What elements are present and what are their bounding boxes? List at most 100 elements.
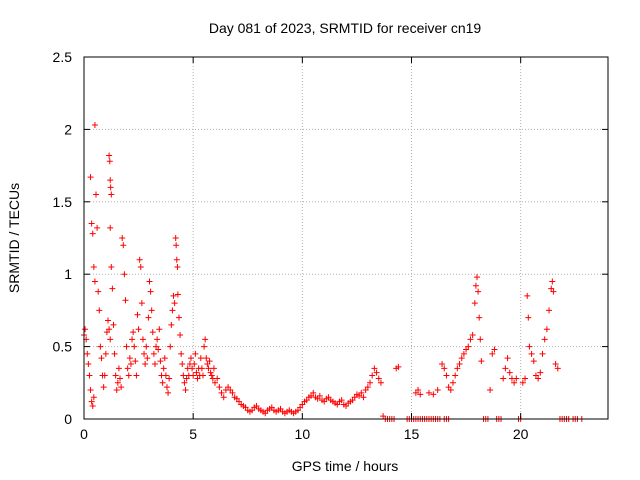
data-point <box>162 372 169 379</box>
data-point <box>443 372 450 379</box>
data-point <box>155 346 162 353</box>
data-point <box>172 235 179 241</box>
data-point <box>506 369 513 376</box>
data-point <box>491 346 498 353</box>
data-point <box>205 365 212 372</box>
data-point <box>87 174 94 181</box>
data-point <box>373 369 380 376</box>
y-tick-label: 2.5 <box>53 49 73 65</box>
data-point <box>377 379 384 386</box>
data-point <box>214 375 221 382</box>
data-point <box>177 332 184 339</box>
data-point <box>212 379 218 386</box>
points-layer <box>81 122 585 422</box>
data-point <box>471 300 478 307</box>
data-point <box>159 379 166 386</box>
data-point <box>369 372 376 379</box>
data-point <box>88 220 95 227</box>
x-axis-label: GPS time / hours <box>292 458 399 474</box>
data-point <box>395 363 402 370</box>
data-point <box>206 358 213 365</box>
chart-title: Day 081 of 2023, SRMTID for receiver cn1… <box>209 20 482 36</box>
data-point <box>85 360 92 367</box>
data-point <box>138 300 145 307</box>
data-point <box>167 343 174 350</box>
data-point <box>111 350 118 357</box>
data-point <box>106 326 113 333</box>
data-point <box>107 177 114 184</box>
data-point <box>129 336 136 343</box>
data-point <box>170 292 177 299</box>
data-point <box>504 355 511 362</box>
data-point <box>142 360 149 367</box>
data-point <box>500 375 507 382</box>
data-point <box>178 350 185 357</box>
data-point <box>144 355 151 362</box>
data-point <box>163 384 170 391</box>
data-point <box>87 387 94 394</box>
data-point <box>130 329 137 336</box>
data-point <box>174 291 181 298</box>
data-point <box>526 343 533 350</box>
data-point <box>168 321 175 328</box>
data-point <box>122 297 129 304</box>
data-point <box>107 224 114 231</box>
data-point <box>210 365 217 372</box>
x-tick-label: 5 <box>189 426 197 442</box>
data-point <box>143 343 150 350</box>
y-tick-label: 2 <box>64 121 72 137</box>
data-point <box>478 358 485 365</box>
data-point <box>190 372 197 379</box>
data-point <box>425 389 432 396</box>
data-point <box>95 288 102 295</box>
data-point <box>537 369 544 376</box>
data-point <box>530 358 537 365</box>
data-point <box>146 278 153 285</box>
y-axis-label: SRMTID / TECUs <box>6 183 22 293</box>
data-point <box>102 350 109 357</box>
data-point <box>84 350 91 357</box>
data-point <box>475 288 482 295</box>
data-point <box>358 389 365 396</box>
data-point <box>136 256 143 263</box>
data-point <box>417 391 424 398</box>
data-point <box>90 263 97 270</box>
data-point <box>151 360 158 367</box>
data-point <box>554 365 561 372</box>
data-point <box>89 230 96 237</box>
data-point <box>513 375 520 382</box>
y-tick-label: 1.5 <box>53 194 73 210</box>
data-point <box>134 311 141 318</box>
data-point <box>193 369 200 376</box>
data-point <box>179 360 186 367</box>
data-point <box>106 152 113 159</box>
data-point <box>371 365 378 372</box>
data-point <box>173 256 180 263</box>
data-point <box>550 288 557 295</box>
data-point <box>93 191 100 198</box>
data-point <box>202 336 209 343</box>
data-point <box>180 372 187 379</box>
data-point <box>452 372 459 379</box>
data-point <box>106 158 113 165</box>
data-point <box>135 326 142 333</box>
data-point <box>218 389 225 396</box>
data-point <box>131 343 138 350</box>
data-point <box>125 372 132 379</box>
data-point <box>82 326 89 333</box>
data-point <box>148 307 155 314</box>
data-point <box>367 379 374 386</box>
data-point <box>552 360 559 367</box>
data-point <box>467 336 474 343</box>
data-point <box>535 375 542 382</box>
data-point <box>447 387 454 394</box>
data-point <box>502 365 509 372</box>
grid-layer <box>84 57 608 419</box>
data-point <box>192 350 199 357</box>
data-point <box>360 394 367 401</box>
data-point <box>108 191 115 198</box>
data-point <box>364 384 371 391</box>
data-point <box>469 332 476 339</box>
data-point <box>150 350 157 357</box>
